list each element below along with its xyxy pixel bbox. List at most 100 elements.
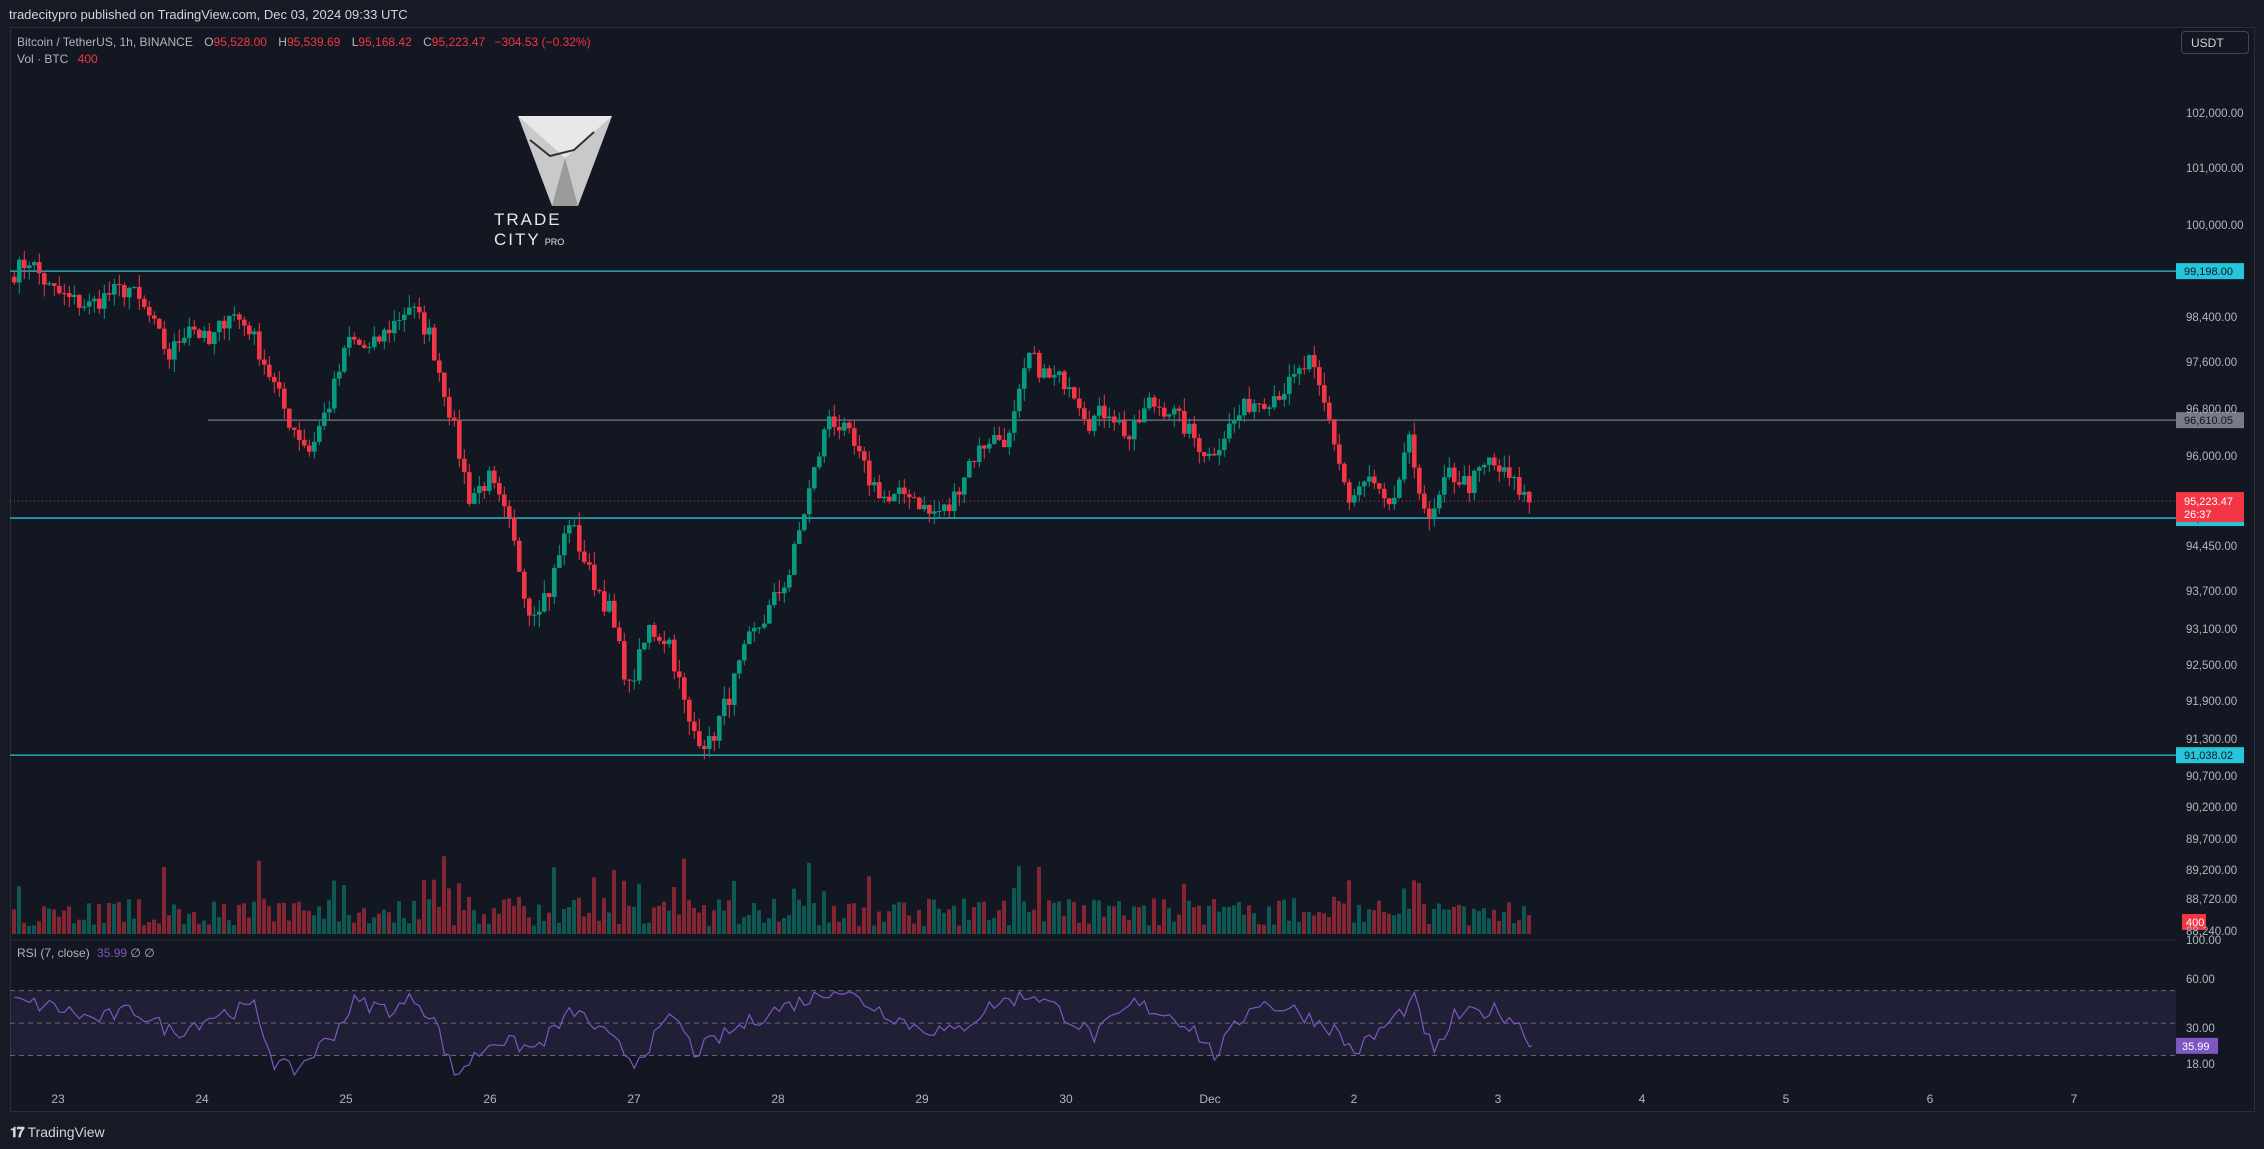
volume-bar-210 bbox=[1062, 915, 1066, 934]
candle-body-181 bbox=[917, 497, 922, 510]
volume-bar-227 bbox=[1147, 925, 1151, 934]
volume-bar-268 bbox=[1352, 922, 1356, 934]
candle-body-61 bbox=[317, 425, 322, 442]
candle-body-0 bbox=[12, 276, 17, 283]
candle-body-262 bbox=[1322, 385, 1327, 403]
price-tick-18: 88,240.00 bbox=[2186, 926, 2237, 938]
volume-bar-209 bbox=[1057, 901, 1061, 934]
volume-bar-108 bbox=[552, 867, 556, 934]
candle-body-103 bbox=[527, 598, 532, 616]
candle-body-38 bbox=[202, 330, 207, 338]
volume-bar-181 bbox=[917, 909, 921, 934]
volume-bar-286 bbox=[1442, 909, 1446, 934]
rsi-value: 35.99 bbox=[97, 946, 128, 960]
candle-body-35 bbox=[187, 326, 192, 338]
price-tick-16: 89,200.00 bbox=[2186, 865, 2237, 877]
volume-bar-184 bbox=[932, 899, 936, 934]
volume-bar-69 bbox=[357, 912, 361, 934]
volume-bar-106 bbox=[542, 920, 546, 934]
price-tick-1: 101,000.00 bbox=[2186, 163, 2244, 175]
candle-body-261 bbox=[1317, 367, 1322, 386]
candle-body-191 bbox=[967, 460, 972, 478]
candle-body-227 bbox=[1147, 397, 1152, 409]
candle-body-149 bbox=[757, 627, 762, 629]
volume-bar-179 bbox=[907, 915, 911, 934]
volume-bar-110 bbox=[562, 909, 566, 934]
candle-body-143 bbox=[727, 698, 732, 705]
candle-body-183 bbox=[927, 504, 932, 514]
time-tick-2: 25 bbox=[339, 1092, 353, 1106]
volume-bar-257 bbox=[1297, 921, 1301, 934]
volume-bar-228 bbox=[1152, 898, 1156, 934]
volume-bar-91 bbox=[467, 896, 471, 934]
volume-bar-58 bbox=[302, 910, 306, 934]
candle-body-11 bbox=[67, 293, 72, 298]
time-tick-8: Dec bbox=[1199, 1092, 1220, 1106]
candle-body-224 bbox=[1132, 419, 1137, 440]
candle-body-48 bbox=[252, 331, 257, 335]
volume-last-label: 400 bbox=[2186, 917, 2204, 929]
candle-body-235 bbox=[1187, 423, 1192, 434]
candle-body-118 bbox=[602, 591, 607, 612]
volume-bar-88 bbox=[452, 925, 456, 934]
candle-body-135 bbox=[687, 699, 692, 722]
volume-bar-132 bbox=[672, 887, 676, 934]
candle-body-158 bbox=[802, 514, 807, 531]
candle-body-57 bbox=[297, 430, 302, 440]
time-tick-1: 24 bbox=[195, 1092, 209, 1106]
candle-body-291 bbox=[1467, 476, 1472, 494]
candle-body-251 bbox=[1267, 407, 1272, 409]
volume-bar-10 bbox=[62, 910, 66, 934]
candle-body-221 bbox=[1117, 420, 1122, 423]
candle-body-195 bbox=[987, 443, 992, 449]
candle-body-202 bbox=[1022, 368, 1027, 389]
volume-bar-23 bbox=[127, 899, 131, 934]
tradingview-brand[interactable]: 𝟏𝟕 TradingView bbox=[10, 1124, 105, 1141]
volume-bar-98 bbox=[502, 899, 506, 934]
candle-body-147 bbox=[747, 631, 752, 645]
volume-bar-242 bbox=[1222, 906, 1226, 934]
candle-body-129 bbox=[657, 636, 662, 641]
price-tick-4: 97,600.00 bbox=[2186, 357, 2237, 369]
candle-body-247 bbox=[1247, 398, 1252, 412]
volume-bar-48 bbox=[252, 901, 256, 934]
candle-body-223 bbox=[1127, 436, 1132, 440]
axes: 102,000.00 101,000.00 100,000.00 98,400.00 9… bbox=[51, 108, 2243, 1106]
price-tick-17: 88,720.00 bbox=[2186, 894, 2237, 906]
candle-body-70 bbox=[362, 344, 367, 348]
rsi-label: RSI (7, close) bbox=[17, 946, 90, 960]
candle-body-73 bbox=[377, 336, 382, 342]
volume-bar-298 bbox=[1502, 912, 1506, 934]
volume-bar-170 bbox=[862, 907, 866, 934]
volume-bar-116 bbox=[592, 877, 596, 934]
candle-body-264 bbox=[1332, 419, 1337, 445]
volume-bar-82 bbox=[422, 880, 426, 934]
candle-body-68 bbox=[352, 336, 357, 340]
volume-bar-294 bbox=[1482, 908, 1486, 934]
volume-bar-12 bbox=[72, 923, 76, 934]
volume-bar-254 bbox=[1282, 899, 1286, 934]
volume-bar-54 bbox=[282, 902, 286, 934]
volume-bar-292 bbox=[1472, 908, 1476, 934]
candle-body-67 bbox=[347, 336, 352, 348]
candle-body-140 bbox=[712, 736, 717, 741]
candle-body-141 bbox=[717, 715, 722, 741]
currency-button[interactable]: USDT bbox=[2181, 31, 2249, 54]
candle-body-254 bbox=[1282, 393, 1287, 400]
volume-bar-41 bbox=[217, 917, 221, 934]
volume-bar-104 bbox=[532, 925, 536, 934]
volume-bar-193 bbox=[977, 902, 981, 934]
volume-bar-246 bbox=[1242, 914, 1246, 934]
volume-bar-281 bbox=[1417, 882, 1421, 934]
horizontal-levels: 99,198.0096,610.0594,931.3191,038.0295,2… bbox=[10, 263, 2244, 764]
candle-body-303 bbox=[1527, 491, 1532, 503]
trade-city-logo: TRADE CITY PRO bbox=[494, 110, 634, 249]
candle-body-163 bbox=[827, 416, 832, 430]
candle-body-128 bbox=[652, 625, 657, 637]
volume-bar-233 bbox=[1177, 914, 1181, 934]
candle-body-110 bbox=[562, 533, 567, 556]
volume-bar-159 bbox=[807, 862, 811, 934]
volume-bar-157 bbox=[797, 899, 801, 934]
candle-body-142 bbox=[722, 698, 727, 716]
